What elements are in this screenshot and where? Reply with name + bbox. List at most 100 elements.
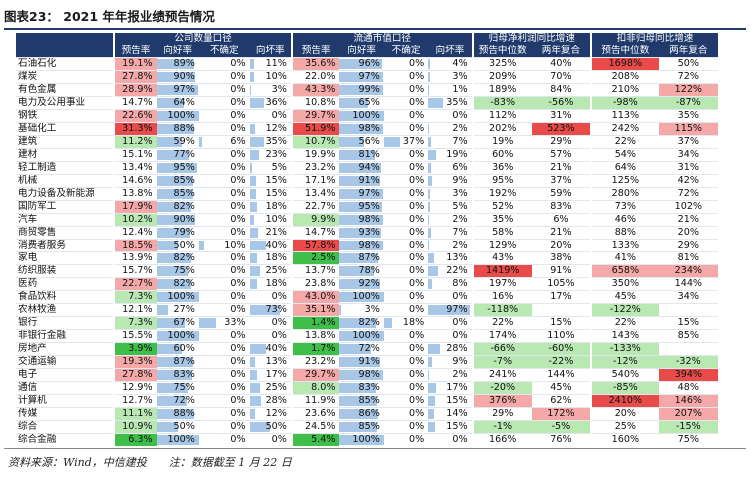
row-industry-name: 电力及公用事业	[16, 95, 115, 110]
cell-value: 7%	[452, 226, 468, 238]
cell-deducted-median: -85%	[590, 381, 659, 395]
cell-netprofit-median: 16%	[471, 290, 532, 304]
data-bar	[249, 409, 255, 420]
cell-value: 658%	[611, 265, 640, 277]
cell-mktcap-forecast-rate: 23.8%	[290, 277, 340, 291]
row-industry-name: 有色金属	[16, 82, 115, 97]
cell-value: 29.7%	[304, 369, 336, 381]
data-bar	[339, 318, 376, 329]
cell-mktcap-positive-rate: 3%	[339, 303, 384, 317]
cell-value: -85%	[612, 382, 638, 394]
cell-value: 20%	[677, 226, 699, 238]
corner-cell	[16, 44, 115, 58]
data-bar	[428, 149, 437, 160]
cell-mktcap-uncertain-rate: 0%	[383, 381, 429, 395]
cell-value: 0%	[230, 96, 246, 108]
cell-value: 3%	[452, 70, 468, 82]
cell-value: 20%	[550, 239, 572, 251]
column-header-mktcap-uncertain-rate: 不确定	[383, 44, 429, 58]
cell-netprofit-2y-cagr: 45%	[531, 381, 592, 395]
cell-value: 234%	[674, 265, 703, 277]
cell-value: 17%	[550, 291, 572, 303]
data-bar	[249, 162, 252, 173]
cell-value: 12.9%	[122, 382, 153, 394]
row-industry-name: 通信	[16, 381, 115, 395]
table-row: 电力及公用事业 14.7% 64% 0% 36% 10.8% 65% 0% 35% -83% -56…	[16, 95, 718, 110]
data-bar	[156, 279, 192, 290]
cell-value: 23.6%	[304, 408, 336, 420]
data-bar	[339, 214, 383, 225]
data-bar	[249, 201, 258, 212]
cell-deducted-median: 350%	[590, 277, 659, 291]
data-bar	[428, 136, 432, 147]
cell-value: 0%	[230, 161, 246, 173]
cell-value: 36%	[265, 96, 287, 108]
cell-mktcap-negative-rate: 3%	[428, 186, 473, 201]
cell-mktcap-negative-rate: 0%	[428, 290, 473, 304]
cell-negative-rate: 10%	[249, 212, 292, 227]
cell-value: 37%	[550, 174, 572, 186]
table-row: 基础化工 31.3% 88% 0% 12% 51.9% 98% 0% 2% 202% 523% 242…	[16, 121, 718, 136]
cell-uncertain-rate: 0%	[198, 329, 250, 343]
cell-value: 100%	[352, 109, 380, 121]
cell-netprofit-2y-cagr: 17%	[531, 290, 592, 304]
data-bar	[156, 162, 197, 173]
table-row: 商贸零售 12.4% 79% 0% 21% 14.7% 93% 0% 7% 58% 21% 88% 20…	[16, 225, 718, 239]
cell-value: 36%	[492, 161, 514, 173]
column-header-deducted-median: 预告中位数	[590, 44, 659, 58]
cell-value: 15.7%	[122, 265, 153, 277]
cell-value: 41%	[614, 252, 637, 264]
cell-forecast-rate: 19.3%	[113, 355, 157, 369]
cell-value: 12.4%	[122, 226, 153, 238]
cell-negative-rate: 0%	[249, 290, 292, 304]
cell-uncertain-rate: 0%	[198, 82, 250, 97]
cell-mktcap-positive-rate: 86%	[339, 407, 384, 421]
cell-mktcap-uncertain-rate: 18%	[383, 316, 429, 330]
data-bar	[428, 162, 431, 173]
data-bar	[249, 71, 254, 82]
table-row: 汽车 10.2% 90% 0% 10% 9.9% 98% 0% 2% 35% 6% 46% 21%	[16, 212, 718, 227]
cell-mktcap-forecast-rate: 10.8%	[290, 95, 340, 110]
cell-forecast-rate: 10.9%	[113, 420, 157, 434]
data-bar	[249, 266, 260, 277]
column-header-positive-rate: 向好率	[156, 44, 199, 58]
cell-value: 0%	[230, 57, 246, 69]
cell-value: 29%	[550, 135, 572, 147]
table-body: 石油石化 19.1% 89% 0% 11% 35.6% 96% 0% 4% 325% 40% 1698…	[16, 56, 718, 446]
cell-value: 91%	[550, 265, 572, 277]
cell-value: 34%	[677, 148, 699, 160]
cell-uncertain-rate: 0%	[198, 303, 250, 317]
cell-value: 21%	[677, 213, 699, 225]
cell-mktcap-uncertain-rate: 0%	[383, 225, 429, 239]
cell-mktcap-positive-rate: 92%	[339, 277, 384, 291]
cell-value: 0%	[230, 122, 246, 134]
cell-mktcap-negative-rate: 4%	[428, 56, 473, 71]
data-bar	[428, 253, 434, 264]
cell-value: 0%	[409, 291, 425, 303]
data-bar	[339, 149, 376, 160]
cell-mktcap-negative-rate: 7%	[428, 225, 473, 239]
cell-value: 129%	[489, 239, 517, 251]
cell-mktcap-positive-rate: 83%	[339, 381, 384, 395]
cell-deducted-2y-cagr: 234%	[658, 264, 718, 278]
data-bar	[156, 214, 195, 225]
cell-value: 10%	[224, 239, 246, 251]
cell-mktcap-positive-rate: 72%	[339, 342, 384, 356]
cell-value: -60%	[548, 343, 574, 355]
data-bar	[339, 201, 382, 212]
cell-value: 72%	[677, 70, 699, 82]
cell-value: 20%	[614, 408, 637, 420]
cell-forecast-rate: 14.7%	[113, 95, 157, 110]
data-bar	[249, 357, 255, 368]
data-bar	[249, 123, 255, 134]
cell-deducted-2y-cagr: 35%	[658, 108, 718, 123]
cell-value: 10.2%	[122, 213, 153, 225]
cell-value: 0%	[230, 421, 246, 433]
cell-negative-rate: 3%	[249, 82, 292, 97]
data-bar	[339, 370, 383, 381]
cell-netprofit-2y-cagr: -5%	[531, 420, 592, 434]
cell-uncertain-rate: 0%	[198, 108, 250, 123]
cell-netprofit-median: 1419%	[471, 264, 532, 278]
data-bar	[156, 110, 199, 121]
cell-negative-rate: 25%	[249, 381, 292, 395]
